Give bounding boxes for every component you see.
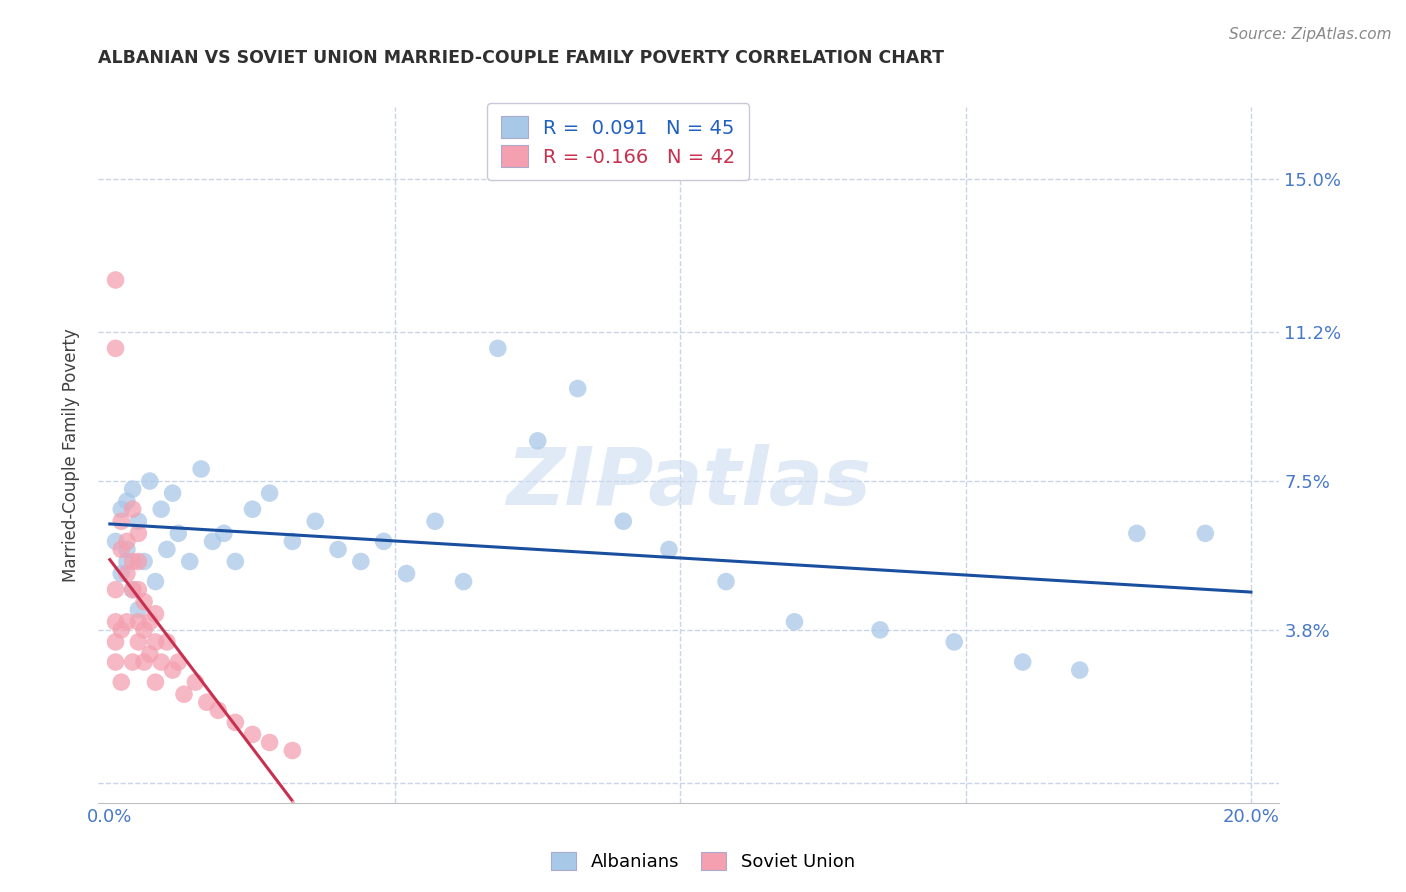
Point	[526, 434, 548, 448]
Point	[145, 607, 167, 621]
Point	[121, 502, 143, 516]
Point	[127, 615, 149, 629]
Point	[162, 663, 184, 677]
Point	[145, 574, 167, 589]
Point	[714, 574, 737, 589]
Point	[1069, 663, 1091, 677]
Point	[104, 342, 127, 356]
Point	[212, 526, 235, 541]
Point	[139, 647, 162, 661]
Point	[453, 574, 475, 589]
Point	[104, 273, 127, 287]
Point	[115, 534, 138, 549]
Point	[373, 534, 395, 549]
Point	[110, 502, 132, 516]
Point	[943, 635, 966, 649]
Point	[224, 715, 246, 730]
Point	[110, 542, 132, 557]
Point	[156, 635, 179, 649]
Point	[104, 615, 127, 629]
Point	[132, 623, 155, 637]
Point	[1011, 655, 1033, 669]
Point	[486, 342, 509, 356]
Point	[115, 566, 138, 581]
Point	[156, 542, 179, 557]
Point	[281, 534, 304, 549]
Point	[121, 482, 143, 496]
Point	[242, 727, 264, 741]
Point	[121, 554, 143, 568]
Point	[115, 494, 138, 508]
Point	[104, 635, 127, 649]
Point	[127, 582, 149, 597]
Point	[150, 655, 173, 669]
Point	[201, 534, 224, 549]
Legend: R =  0.091   N = 45, R = -0.166   N = 42: R = 0.091 N = 45, R = -0.166 N = 42	[486, 103, 749, 180]
Point	[1194, 526, 1216, 541]
Text: Source: ZipAtlas.com: Source: ZipAtlas.com	[1229, 27, 1392, 42]
Point	[115, 615, 138, 629]
Point	[184, 675, 207, 690]
Point	[127, 554, 149, 568]
Point	[121, 582, 143, 597]
Point	[259, 486, 281, 500]
Point	[869, 623, 891, 637]
Point	[242, 502, 264, 516]
Point	[281, 743, 304, 757]
Text: ALBANIAN VS SOVIET UNION MARRIED-COUPLE FAMILY POVERTY CORRELATION CHART: ALBANIAN VS SOVIET UNION MARRIED-COUPLE …	[98, 49, 945, 67]
Point	[127, 514, 149, 528]
Point	[145, 635, 167, 649]
Point	[783, 615, 806, 629]
Point	[121, 655, 143, 669]
Point	[139, 474, 162, 488]
Point	[110, 566, 132, 581]
Point	[173, 687, 195, 701]
Point	[162, 486, 184, 500]
Point	[326, 542, 349, 557]
Legend: Albanians, Soviet Union: Albanians, Soviet Union	[544, 845, 862, 879]
Point	[567, 382, 589, 396]
Point	[167, 655, 190, 669]
Point	[423, 514, 446, 528]
Point	[121, 582, 143, 597]
Point	[127, 603, 149, 617]
Point	[195, 695, 218, 709]
Point	[207, 703, 229, 717]
Point	[150, 502, 173, 516]
Point	[167, 526, 190, 541]
Point	[127, 526, 149, 541]
Point	[190, 462, 212, 476]
Point	[104, 534, 127, 549]
Point	[104, 655, 127, 669]
Point	[304, 514, 326, 528]
Point	[612, 514, 634, 528]
Point	[110, 675, 132, 690]
Point	[132, 655, 155, 669]
Point	[132, 595, 155, 609]
Point	[224, 554, 246, 568]
Point	[658, 542, 681, 557]
Point	[110, 623, 132, 637]
Point	[115, 554, 138, 568]
Y-axis label: Married-Couple Family Poverty: Married-Couple Family Poverty	[62, 328, 80, 582]
Text: ZIPatlas: ZIPatlas	[506, 443, 872, 522]
Point	[1126, 526, 1149, 541]
Point	[139, 615, 162, 629]
Point	[115, 542, 138, 557]
Point	[132, 554, 155, 568]
Point	[350, 554, 373, 568]
Point	[179, 554, 201, 568]
Point	[110, 514, 132, 528]
Point	[395, 566, 418, 581]
Point	[127, 635, 149, 649]
Point	[259, 735, 281, 749]
Point	[145, 675, 167, 690]
Point	[104, 582, 127, 597]
